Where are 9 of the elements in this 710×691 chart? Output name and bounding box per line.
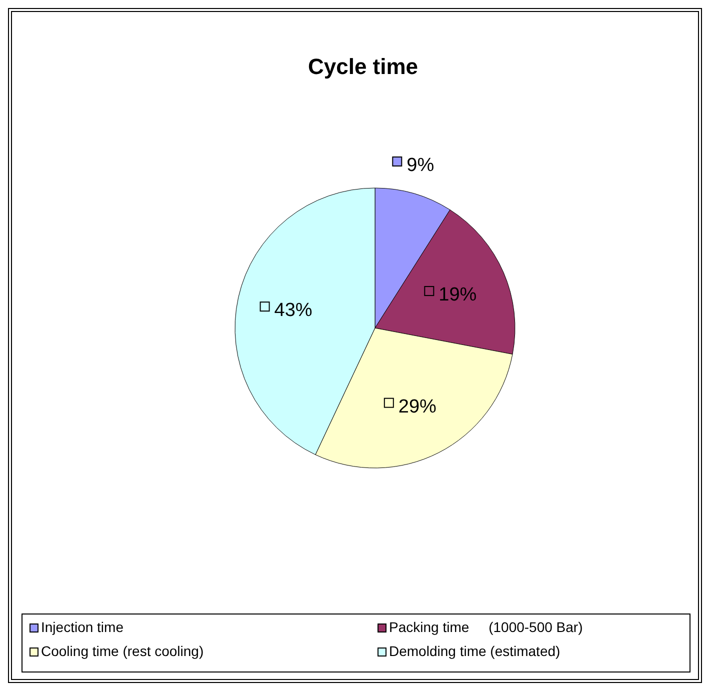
data-label: 9%	[406, 154, 434, 176]
data-label: 29%	[398, 396, 437, 418]
chart-title: Cycle time	[308, 54, 418, 79]
data-label: 43%	[274, 300, 312, 322]
legend-label: Cooling time (rest cooling)	[41, 643, 204, 659]
legend-label: Demolding time (estimated)	[389, 643, 560, 659]
legend-label: Packing time (1000-500 Bar)	[389, 619, 583, 635]
legend-label: Injection time	[41, 619, 124, 635]
data-label: 19%	[438, 284, 477, 306]
